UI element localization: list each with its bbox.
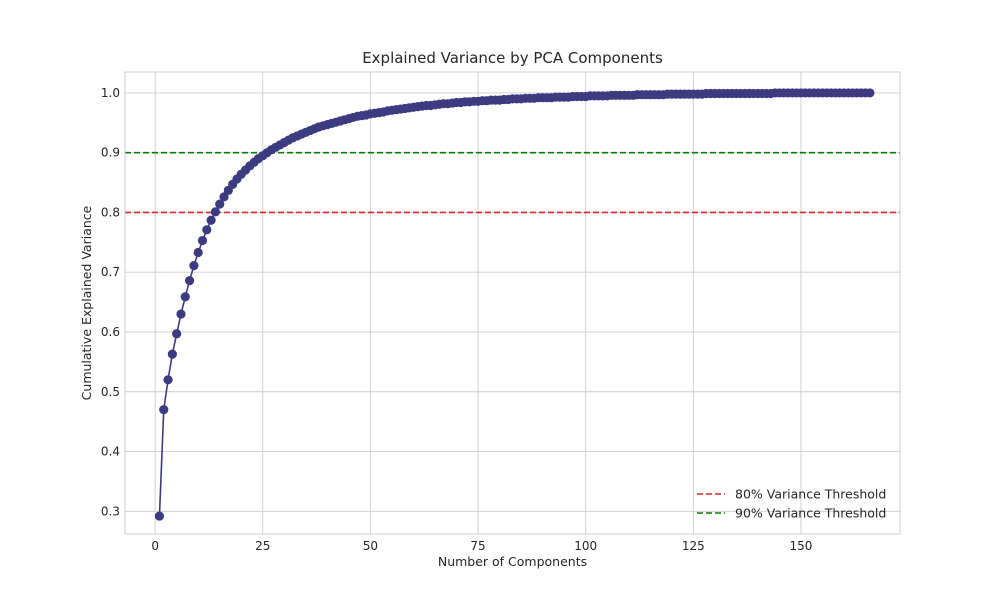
x-tick-labels: 0 25 50 75 100 125 150 [151,539,812,553]
data-point [219,192,229,202]
data-point [189,261,199,271]
data-point [202,225,212,235]
data-point [206,215,216,225]
data-point [159,405,169,415]
y-axis-label: Cumulative Explained Variance [79,205,94,400]
x-tick-label: 125 [682,539,705,553]
y-tick-label: 0.5 [101,385,120,399]
data-point [197,235,208,246]
plot-area [125,72,900,534]
y-tick-label: 0.3 [101,504,120,518]
y-tick-labels: 0.3 0.4 0.5 0.6 0.7 0.8 0.9 1.0 [101,86,120,518]
reference-lines [125,151,900,214]
data-point [176,309,186,319]
data-point [172,329,182,339]
y-tick-label: 0.4 [101,445,120,459]
y-tick-label: 1.0 [101,86,120,100]
y-tick-label: 0.9 [101,146,120,160]
y-tick-label: 0.6 [101,325,120,339]
data-point [180,292,190,302]
data-point [865,88,875,98]
data-point [163,375,173,385]
x-tick-label: 75 [470,539,485,553]
legend: 80% Variance Threshold 90% Variance Thre… [697,487,886,521]
x-tick-label: 25 [255,539,270,553]
data-point [184,275,195,286]
y-tick-label: 0.7 [101,265,120,279]
data-point [210,207,221,217]
legend-label-90: 90% Variance Threshold [735,506,886,521]
x-tick-label: 150 [790,539,813,553]
legend-label-80: 80% Variance Threshold [735,487,886,502]
x-axis-label: Number of Components [438,554,587,569]
data-point [167,349,177,359]
x-tick-label: 50 [363,539,378,553]
y-tick-label: 0.8 [101,205,120,219]
series-group [154,88,875,521]
data-point [193,247,203,258]
plot-frame [124,71,901,535]
chart-title: Explained Variance by PCA Components [362,49,663,67]
x-tick-label: 100 [574,539,597,553]
data-point [215,199,225,209]
data-point [154,511,165,521]
x-tick-label: 0 [151,539,159,553]
